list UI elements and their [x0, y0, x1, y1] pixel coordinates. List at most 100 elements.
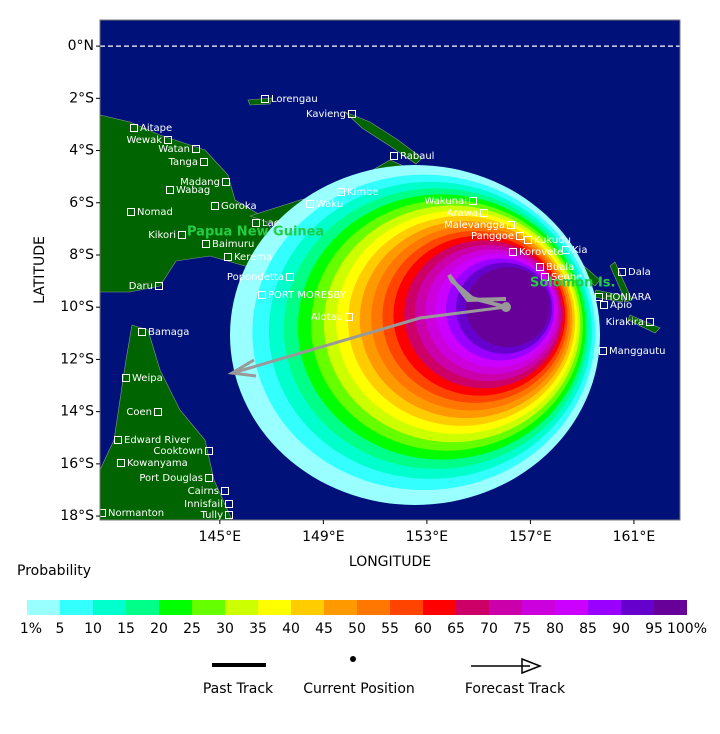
colorbar-label: 15	[117, 621, 135, 637]
y-tick-label: 6°S	[69, 195, 94, 211]
place-label: Kimbe	[347, 187, 379, 198]
place-marker	[646, 318, 654, 326]
place-marker	[166, 186, 174, 194]
place-label: Kia	[572, 245, 587, 256]
place-label: Cooktown	[153, 446, 203, 457]
y-tick-label: 18°S	[60, 508, 94, 524]
place-label: Malevangga	[444, 220, 505, 231]
place-label: Buala	[546, 262, 574, 273]
colorbar-swatch	[357, 600, 390, 615]
place-label: Port Douglas	[139, 473, 203, 484]
place-label: Apio	[610, 300, 632, 311]
place-marker	[480, 209, 488, 217]
place-label: Panggoe	[471, 231, 514, 242]
place-label: HONIARA	[605, 292, 651, 303]
colorbar-swatch	[192, 600, 225, 615]
colorbar-label: 5	[56, 621, 65, 637]
place-marker	[122, 374, 130, 382]
colorbar-swatch	[588, 600, 621, 615]
colorbar-swatch	[93, 600, 126, 615]
colorbar-swatch	[258, 600, 291, 615]
colorbar-label: 30	[216, 621, 234, 637]
place-label: Baimuru	[212, 239, 254, 250]
place-label: Popondetta	[227, 272, 284, 283]
place-label: Kerema	[234, 252, 272, 263]
forecast-track	[227, 305, 507, 378]
x-axis-title: LONGITUDE	[349, 554, 431, 570]
colorbar-label: 70	[480, 621, 498, 637]
place-marker	[211, 202, 219, 210]
colorbar-label: 90	[612, 621, 630, 637]
place-label: Daru	[129, 281, 153, 292]
place-marker	[261, 95, 269, 103]
place-marker	[524, 236, 532, 244]
legend-past: Past Track	[203, 681, 274, 697]
colorbar-label: 65	[447, 621, 465, 637]
x-tick-label: 149°E	[302, 529, 345, 545]
colorbar-swatch	[489, 600, 522, 615]
place-marker	[595, 293, 603, 301]
place-marker	[348, 110, 356, 118]
place-marker	[258, 291, 266, 299]
place-marker	[507, 221, 515, 229]
y-axis-title: LATITUDE	[32, 236, 48, 304]
place-marker	[178, 231, 186, 239]
x-tick-label: 145°E	[199, 529, 242, 545]
colorbar-swatch	[456, 600, 489, 615]
place-label: Wabag	[176, 185, 210, 196]
place-label: Kowanyama	[127, 458, 188, 469]
colorbar-swatch	[555, 600, 588, 615]
colorbar-label: 25	[183, 621, 201, 637]
place-label: Goroka	[221, 201, 257, 212]
place-label: Nomad	[137, 207, 173, 218]
colorbar-label: 35	[249, 621, 267, 637]
y-tick-label: 12°S	[60, 351, 94, 367]
place-label: Arawa	[447, 208, 478, 219]
colorbar-swatch	[423, 600, 456, 615]
place-marker	[618, 268, 626, 276]
new-ireland	[344, 111, 423, 165]
place-marker	[345, 313, 353, 321]
place-label: Coen	[126, 407, 152, 418]
place-marker	[127, 208, 135, 216]
colorbar-swatch	[324, 600, 357, 615]
legend-title: Probability	[17, 563, 91, 579]
x-tick-label: 161°E	[613, 529, 656, 545]
colorbar-swatch	[225, 600, 258, 615]
place-label: Normanton	[108, 508, 164, 519]
colorbar-label: 1%	[20, 621, 42, 637]
place-marker	[541, 273, 549, 281]
place-marker	[205, 447, 213, 455]
current-position-sample	[350, 656, 356, 662]
place-label: Wakunai	[425, 196, 467, 207]
colorbar-swatch	[159, 600, 192, 615]
place-label: Watan	[158, 144, 190, 155]
place-marker	[516, 232, 524, 240]
place-marker	[562, 246, 570, 254]
place-marker	[252, 219, 260, 227]
place-label: Bamaga	[148, 327, 189, 338]
colorbar-swatch	[390, 600, 423, 615]
place-marker	[138, 328, 146, 336]
colorbar-label: 20	[150, 621, 168, 637]
colorbar-label: 10	[84, 621, 102, 637]
place-label: Dala	[628, 267, 651, 278]
place-marker	[200, 158, 208, 166]
colorbar-label: 80	[546, 621, 564, 637]
colorbar-label: 100%	[667, 621, 707, 637]
current-position	[501, 302, 511, 312]
place-label: Aitape	[140, 123, 172, 134]
legend-current: Current Position	[303, 681, 415, 697]
colorbar-swatch	[27, 600, 60, 615]
colorbar-swatch	[291, 600, 324, 615]
place-marker	[337, 188, 345, 196]
region-label: Solomon Is.	[530, 276, 615, 291]
place-label: Tanga	[168, 157, 198, 168]
place-label: Madang	[180, 177, 220, 188]
place-marker	[164, 136, 172, 144]
place-marker	[155, 282, 163, 290]
place-marker	[114, 436, 122, 444]
colorbar-swatch	[522, 600, 555, 615]
